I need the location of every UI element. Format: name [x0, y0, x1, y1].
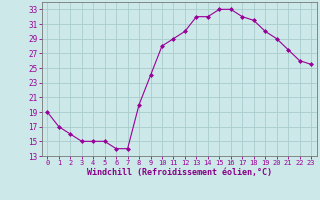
- X-axis label: Windchill (Refroidissement éolien,°C): Windchill (Refroidissement éolien,°C): [87, 168, 272, 177]
